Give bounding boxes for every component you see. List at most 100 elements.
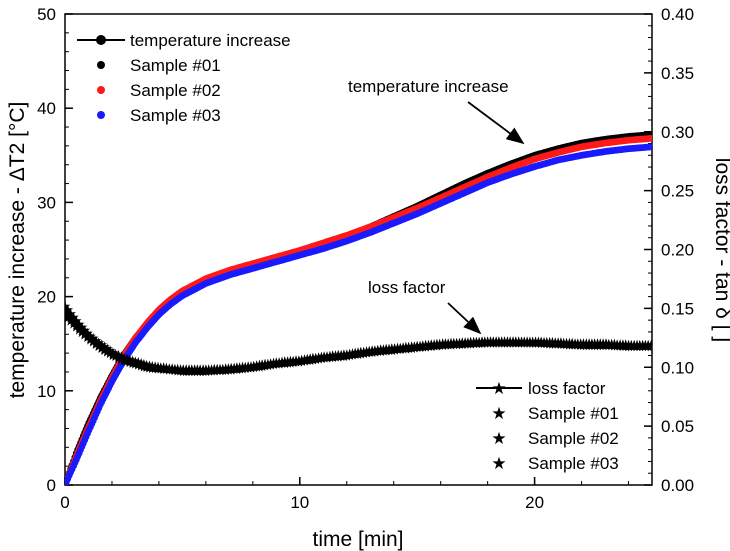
- y-left-tick-label: 40: [37, 99, 56, 118]
- loss-factor-point: ★: [608, 336, 621, 352]
- loss-factor-point: ★: [439, 337, 452, 353]
- loss-factor-point: ★: [115, 349, 128, 365]
- loss-factor-point: ★: [315, 350, 328, 366]
- loss-factor-point: ★: [205, 361, 218, 377]
- loss-factor-point: ★: [225, 360, 238, 376]
- loss-factor-point: ★: [143, 360, 156, 376]
- loss-factor-point: ★: [143, 357, 156, 373]
- loss-factor-point: ★: [155, 361, 168, 377]
- loss-factor-point: ★: [366, 343, 379, 359]
- loss-factor-point: ★: [343, 346, 356, 362]
- loss-factor-point: ★: [239, 359, 252, 375]
- loss-factor-point: ★: [104, 343, 117, 359]
- loss-factor-point: ★: [310, 350, 323, 366]
- loss-factor-point: ★: [453, 336, 466, 352]
- loss-factor-point: ★: [450, 335, 463, 351]
- loss-factor-point: ★: [233, 359, 246, 375]
- loss-factor-point: ★: [194, 362, 207, 378]
- loss-factor-point: ★: [250, 358, 263, 374]
- loss-factor-point: ★: [417, 338, 430, 354]
- loss-factor-point: ★: [202, 363, 215, 379]
- loss-factor-point: ★: [521, 334, 534, 350]
- loss-factor-point: ★: [422, 338, 435, 354]
- loss-factor-point: ★: [163, 362, 176, 378]
- loss-factor-point: ★: [462, 334, 475, 350]
- loss-factor-point: ★: [360, 345, 373, 361]
- loss-factor-point: ★: [186, 362, 199, 378]
- loss-factor-point: ★: [580, 336, 593, 352]
- loss-factor-point: ★: [388, 340, 401, 356]
- legend-loss-entry-s3: Sample #03: [528, 454, 619, 473]
- loss-factor-point: ★: [526, 335, 539, 351]
- loss-factor-point: ★: [169, 361, 182, 377]
- loss-factor-point: ★: [611, 336, 624, 352]
- loss-factor-point: ★: [352, 345, 365, 361]
- loss-factor-point: ★: [262, 356, 275, 372]
- loss-factor-point: ★: [129, 353, 142, 369]
- loss-factor-point: ★: [73, 319, 86, 335]
- loss-factor-point: ★: [597, 336, 610, 352]
- loss-factor-point: ★: [577, 336, 590, 352]
- loss-factor-point: ★: [205, 363, 218, 379]
- annotation-temperature-increase: temperature increase: [348, 77, 509, 96]
- loss-factor-point: ★: [87, 334, 100, 350]
- loss-factor-point: ★: [355, 345, 368, 361]
- loss-factor-point: ★: [456, 335, 469, 351]
- loss-factor-point: ★: [346, 347, 359, 363]
- loss-factor-point: ★: [642, 338, 655, 354]
- loss-factor-point: ★: [572, 336, 585, 352]
- legend-loss-entry-s1: Sample #01: [528, 404, 619, 423]
- loss-factor-point: ★: [273, 354, 286, 370]
- loss-factor-point: ★: [535, 334, 548, 350]
- loss-factor-point: ★: [597, 336, 610, 352]
- loss-factor-point: ★: [481, 335, 494, 351]
- loss-factor-point: ★: [188, 363, 201, 379]
- loss-factor-point: ★: [149, 359, 162, 375]
- loss-factor-point: ★: [498, 333, 511, 349]
- loss-factor-point: ★: [104, 344, 117, 360]
- loss-factor-point: ★: [552, 335, 565, 351]
- loss-factor-point: ★: [524, 333, 537, 349]
- loss-factor-point: ★: [132, 354, 145, 370]
- loss-factor-point: ★: [183, 362, 196, 378]
- loss-factor-point: ★: [298, 352, 311, 368]
- loss-factor-point: ★: [541, 334, 554, 350]
- loss-factor-point: ★: [524, 335, 537, 351]
- loss-factor-point: ★: [349, 346, 362, 362]
- legend-loss-marker-s3: ★: [491, 454, 506, 473]
- loss-factor-point: ★: [619, 337, 632, 353]
- loss-factor-point: ★: [493, 333, 506, 349]
- loss-factor-point: ★: [248, 359, 261, 375]
- loss-factor-point: ★: [295, 352, 308, 368]
- annotation-loss-factor-arrow: [447, 302, 482, 335]
- loss-factor-point: ★: [341, 348, 354, 364]
- loss-factor-point: ★: [200, 362, 213, 378]
- loss-factor-point: ★: [200, 363, 213, 379]
- loss-factor-point: ★: [439, 336, 452, 352]
- loss-factor-point: ★: [335, 347, 348, 363]
- loss-factor-point: ★: [355, 344, 368, 360]
- loss-factor-point: ★: [211, 362, 224, 378]
- loss-factor-point: ★: [526, 333, 539, 349]
- loss-factor-point: ★: [188, 362, 201, 378]
- loss-factor-point: ★: [270, 356, 283, 372]
- loss-factor-point: ★: [59, 298, 72, 314]
- loss-factor-point: ★: [631, 338, 644, 354]
- loss-factor-point: ★: [239, 360, 252, 376]
- loss-factor-point: ★: [338, 347, 351, 363]
- y-right-tick-label: 0.05: [661, 417, 694, 436]
- loss-factor-point: ★: [563, 335, 576, 351]
- loss-factor-point: ★: [90, 336, 103, 352]
- loss-factor-point: ★: [374, 342, 387, 358]
- loss-factor-point: ★: [507, 335, 520, 351]
- loss-factor-point: ★: [129, 355, 142, 371]
- loss-factor-point: ★: [95, 340, 108, 356]
- loss-factor-point: ★: [569, 335, 582, 351]
- loss-factor-point: ★: [349, 345, 362, 361]
- loss-factor-point: ★: [78, 325, 91, 341]
- loss-factor-point: ★: [273, 354, 286, 370]
- loss-factor-point: ★: [64, 310, 77, 326]
- loss-factor-point: ★: [566, 335, 579, 351]
- loss-factor-point: ★: [501, 333, 514, 349]
- loss-factor-point: ★: [456, 336, 469, 352]
